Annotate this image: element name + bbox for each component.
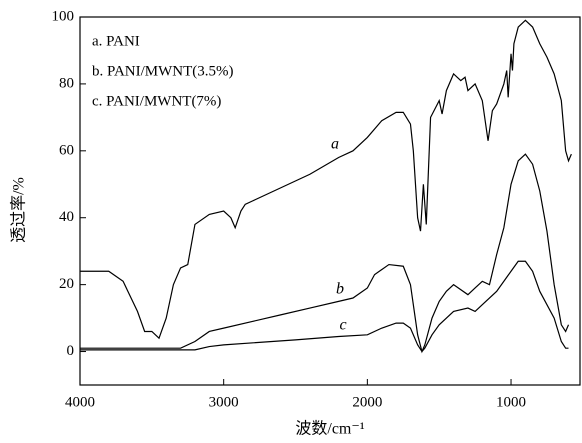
y-tick-label: 100 [52,8,75,24]
x-tick-label: 3000 [209,394,239,410]
spectrum-line [80,153,570,354]
spectrum-line [80,260,569,353]
y-axis-title: 透过率/% [10,177,28,243]
curve-label: b [336,281,344,298]
y-tick-label: 20 [59,276,74,292]
y-tick-label: 40 [59,209,74,225]
legend-label: c. PANI/MWNT(7%) [92,93,221,109]
x-tick-label: 1000 [496,394,526,410]
plot-frame [79,16,581,386]
spectrum-line [80,19,572,340]
y-tick-label: 0 [67,343,75,359]
legend-label: a. PANI [92,33,140,49]
legend-label: b. PANI/MWNT(3.5%) [92,63,234,79]
x-axis-title: 波数/cm⁻¹ [295,420,364,438]
curve-label: c [339,317,346,334]
curve-label: a [331,136,339,153]
y-tick-label: 80 [59,75,74,91]
x-tick-label: 2000 [352,394,382,410]
x-tick-label: 4000 [65,394,95,410]
y-tick-label: 60 [59,142,74,158]
